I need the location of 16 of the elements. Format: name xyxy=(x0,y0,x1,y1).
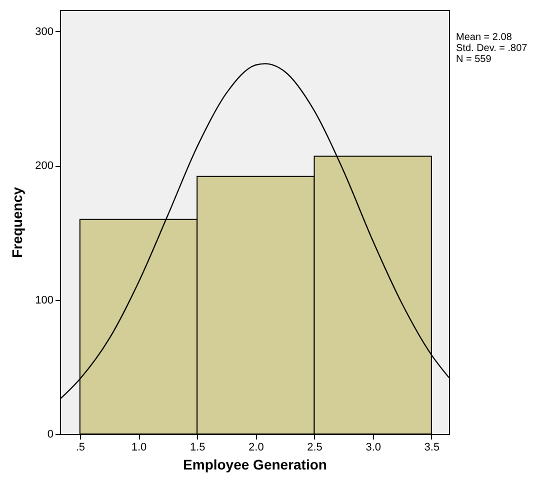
y-tick-label: 0 xyxy=(47,428,54,440)
text: Std. Dev. = .807 xyxy=(456,43,528,54)
x-tick-label: .5 xyxy=(76,442,86,454)
y-tick-label: 200 xyxy=(35,160,54,172)
text: N = 559 xyxy=(456,54,492,65)
y-axis-title: Frequency xyxy=(9,186,26,258)
x-tick-label: 1.5 xyxy=(190,442,206,454)
y-tick-label: 300 xyxy=(35,26,54,38)
y-tick-label: 100 xyxy=(35,294,54,306)
x-tick-label: 3.5 xyxy=(424,442,440,454)
x-tick-label: 2.0 xyxy=(248,442,264,454)
text: Mean = 2.08 xyxy=(456,32,512,43)
x-tick-label: 3.0 xyxy=(366,442,381,454)
x-tick-label: 1.0 xyxy=(131,442,147,454)
x-tick-label: 2.5 xyxy=(307,442,322,454)
x-axis-title: Employee Generation xyxy=(183,456,327,472)
